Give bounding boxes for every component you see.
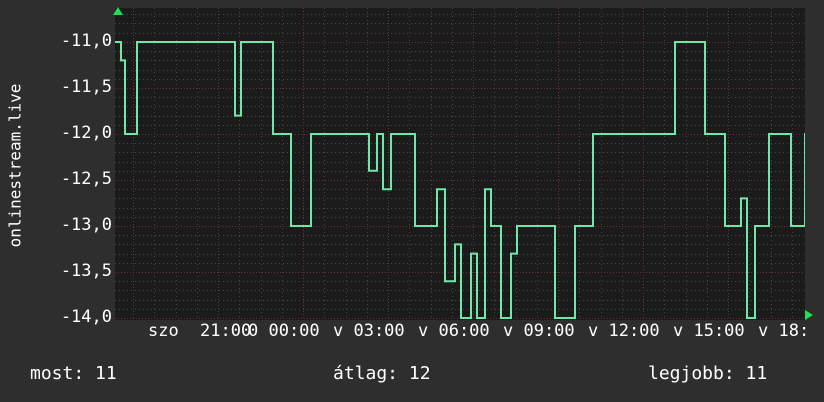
grid-minor-lines — [115, 8, 805, 320]
y-tick-label: -13,5 — [60, 261, 112, 281]
x-tick-label: 21:00 — [200, 321, 252, 341]
y-tick-label: -12,0 — [60, 123, 112, 143]
y-tick-label: -14,0 — [60, 307, 112, 327]
stat-average: átlag: 12 — [333, 363, 431, 384]
series-line-onlinestream — [115, 41, 805, 319]
y-tick-label: -13,0 — [60, 215, 112, 235]
x-tick-label: v 09:00 — [503, 321, 575, 341]
triangle-up-icon — [113, 7, 123, 15]
y-tick-label: -11,0 — [60, 31, 112, 51]
y-tick-label: -11,5 — [60, 77, 112, 97]
x-tick-label: v 12:00 — [588, 321, 660, 341]
footer-stats: most: 11 átlag: 12 legjobb: 11 — [0, 355, 824, 395]
y-tick-label: -12,5 — [60, 169, 112, 189]
plot-area — [115, 8, 805, 320]
stat-best: legjobb: 11 — [648, 363, 768, 384]
x-axis-tick-labels: szo 21:00 0 00:00 v 03:00 v 06:00 v 09:00 v 12… — [0, 320, 824, 344]
x-tick-label: v 06:00 — [418, 321, 490, 341]
stat-now: most: 11 — [30, 363, 117, 384]
triangle-right-icon — [805, 310, 813, 320]
x-tick-label: v 18: — [758, 321, 810, 341]
x-tick-label: v 03:00 — [333, 321, 405, 341]
y-axis-tick-labels: -11,0 -11,5 -12,0 -12,5 -13,0 -13,5 -14,0 — [12, 0, 112, 330]
x-tick-label: szo — [148, 321, 179, 341]
x-tick-label: 0 00:00 — [248, 321, 320, 341]
chart-svg — [115, 8, 805, 320]
plot-canvas — [115, 8, 805, 320]
x-tick-label: v 15:00 — [673, 321, 745, 341]
